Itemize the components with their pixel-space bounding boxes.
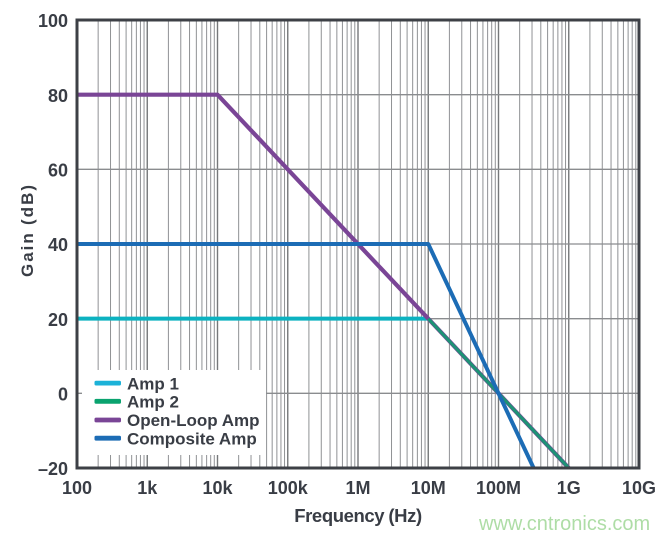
svg-text:Frequency (Hz): Frequency (Hz) bbox=[294, 505, 422, 526]
svg-text:100M: 100M bbox=[476, 478, 521, 498]
svg-text:100k: 100k bbox=[268, 478, 309, 498]
svg-text:0: 0 bbox=[58, 385, 68, 405]
svg-text:100: 100 bbox=[38, 11, 68, 31]
svg-text:10G: 10G bbox=[622, 478, 656, 498]
svg-text:100: 100 bbox=[62, 478, 92, 498]
svg-text:1k: 1k bbox=[137, 478, 158, 498]
svg-text:1M: 1M bbox=[345, 478, 370, 498]
svg-text:80: 80 bbox=[48, 86, 68, 106]
svg-text:Amp 2: Amp 2 bbox=[127, 393, 179, 412]
svg-text:60: 60 bbox=[48, 161, 68, 181]
svg-text:Amp 1: Amp 1 bbox=[127, 374, 179, 393]
svg-text:10M: 10M bbox=[411, 478, 446, 498]
svg-text:Composite Amp: Composite Amp bbox=[127, 429, 257, 448]
svg-text:20: 20 bbox=[48, 310, 68, 330]
svg-text:40: 40 bbox=[48, 235, 68, 255]
svg-text:Gain (dB): Gain (dB) bbox=[18, 183, 37, 277]
svg-text:–20: –20 bbox=[38, 459, 68, 479]
svg-text:1G: 1G bbox=[557, 478, 581, 498]
svg-text:Open-Loop Amp: Open-Loop Amp bbox=[127, 411, 260, 430]
svg-text:www.cntronics.com: www.cntronics.com bbox=[478, 513, 650, 535]
svg-text:10k: 10k bbox=[202, 478, 233, 498]
